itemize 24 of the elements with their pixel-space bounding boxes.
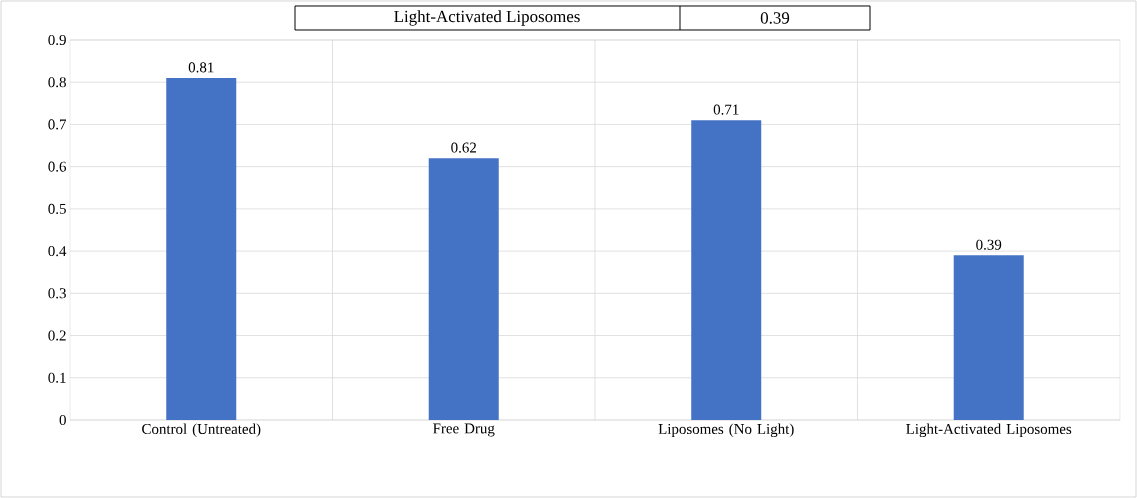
bar bbox=[428, 158, 499, 420]
data-label: 0.71 bbox=[713, 104, 739, 115]
y-tick-label: 0.1 bbox=[48, 372, 66, 383]
y-tick-label: 0.8 bbox=[48, 77, 66, 88]
y-tick-label: 0.6 bbox=[48, 161, 67, 172]
y-tick-label: 0 bbox=[59, 414, 66, 426]
y-tick-label: 0.9 bbox=[48, 34, 66, 46]
y-tick-label: 0.2 bbox=[48, 330, 66, 341]
y-tick-label: 0.7 bbox=[48, 119, 67, 130]
y-tick-label: 0.5 bbox=[48, 203, 66, 214]
x-tick-label: Control (Untreated) bbox=[142, 423, 261, 438]
y-tick-label: 0.3 bbox=[48, 288, 66, 299]
bar bbox=[691, 120, 762, 420]
bar bbox=[166, 77, 237, 420]
x-tick-label: Light-Activated Liposomes bbox=[906, 423, 1072, 438]
text: Light-Activated Liposomes bbox=[394, 10, 580, 26]
data-label: 0.39 bbox=[976, 239, 1002, 250]
text: 0.39 bbox=[760, 12, 790, 24]
x-tick-label: Liposomes (No Light) bbox=[658, 423, 794, 438]
y-tick-label: 0.4 bbox=[48, 246, 67, 257]
bar bbox=[953, 255, 1024, 420]
data-label: 0.81 bbox=[188, 62, 214, 73]
data-label: 0.62 bbox=[451, 142, 476, 153]
x-tick-label: Free Drug bbox=[433, 423, 495, 437]
